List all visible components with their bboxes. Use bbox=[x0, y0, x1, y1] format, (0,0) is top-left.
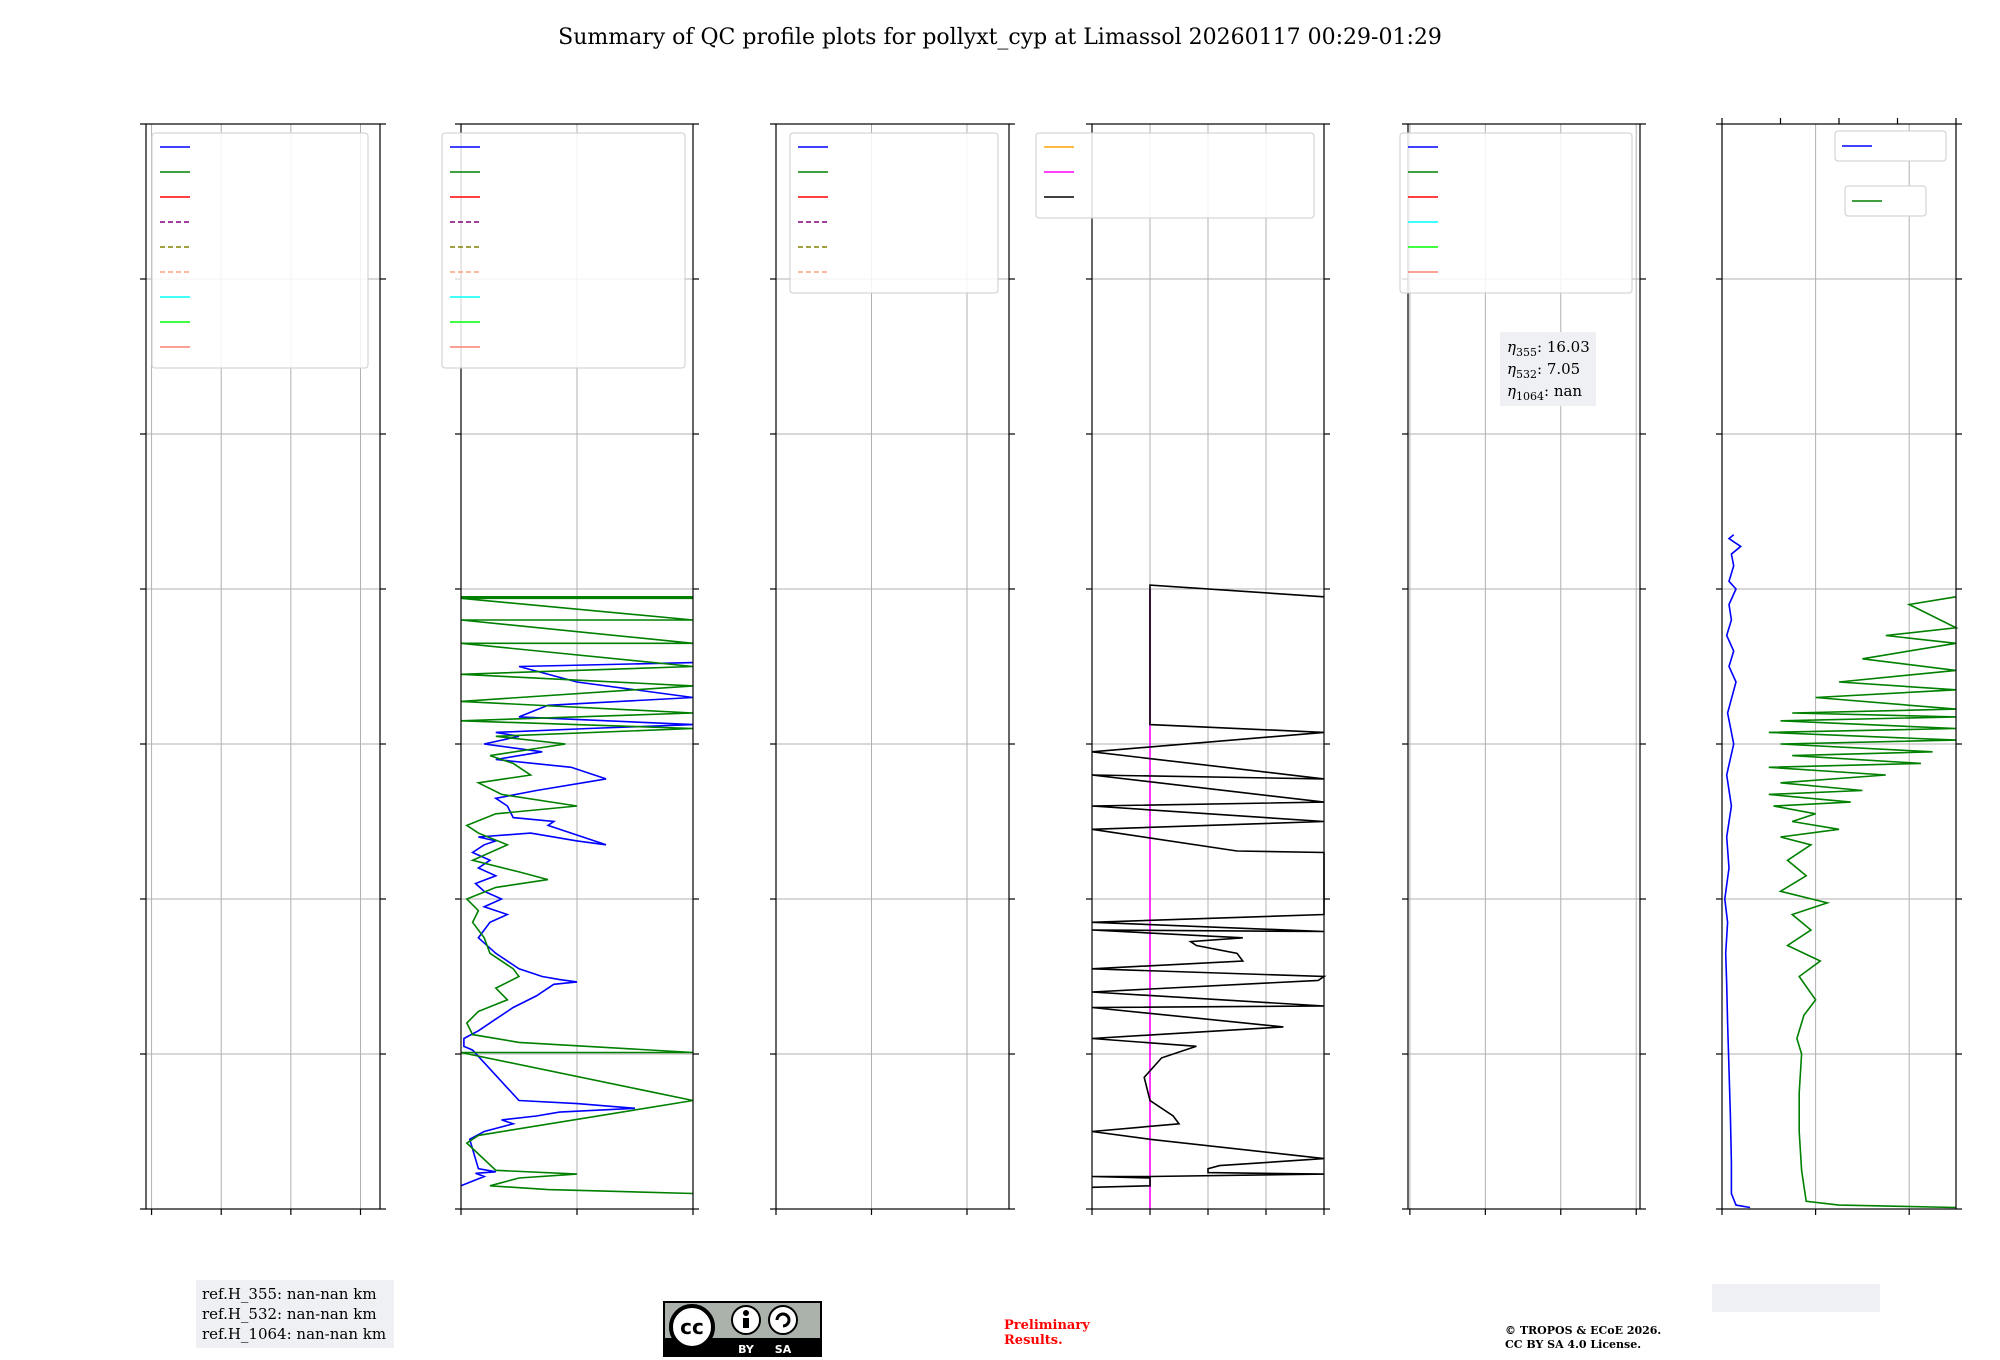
cc-icon bbox=[669, 1304, 715, 1350]
ref-height-1064: ref.H_1064: nan-nan km bbox=[202, 1325, 386, 1343]
axes-frame bbox=[1407, 123, 1641, 1210]
series-aerExt_raman_532 bbox=[460, 595, 694, 1195]
panel-angstrom bbox=[1035, 123, 1330, 1215]
eta-subscript: 532 bbox=[1516, 368, 1537, 381]
figure-title: Summary of QC profile plots for pollyxt_… bbox=[558, 25, 1442, 50]
legend-box-rh bbox=[1844, 185, 1927, 217]
legend-box bbox=[789, 132, 999, 294]
wv-calib-box bbox=[1712, 1284, 1880, 1312]
preliminary-line-1: Preliminary bbox=[1004, 1318, 1090, 1333]
ref-heights-box: ref.H_355: nan-nan km ref.H_532: nan-nan… bbox=[196, 1280, 394, 1348]
sa-share-icon bbox=[768, 1305, 798, 1335]
by-text: BY bbox=[738, 1343, 755, 1356]
axes-frame bbox=[775, 123, 1010, 1210]
legend-box bbox=[151, 132, 369, 369]
copyright-line-1: © TROPOS & ECoE 2026. bbox=[1505, 1324, 1661, 1337]
eta-line: η1064: nan bbox=[1507, 382, 1582, 403]
eta-value: : nan bbox=[1544, 382, 1582, 400]
legend-box bbox=[1399, 132, 1633, 294]
ref-height-355: ref.H_355: nan-nan km bbox=[202, 1285, 377, 1303]
panel-extinction bbox=[441, 123, 699, 1215]
panel-backscatter bbox=[140, 123, 386, 1215]
legend-box bbox=[1035, 132, 1315, 219]
series-RH bbox=[1768, 596, 1959, 1209]
panel-wvmr bbox=[1712, 118, 1962, 1312]
series-WVMR bbox=[1723, 534, 1751, 1209]
ref-heights-bg bbox=[196, 1280, 394, 1348]
series-AE_parExt_355_532_Raman bbox=[1091, 584, 1327, 1189]
copyright-line-2: CC BY SA 4.0 License. bbox=[1505, 1338, 1641, 1351]
eta-subscript: 355 bbox=[1516, 346, 1537, 359]
legend-box-wvmr bbox=[1834, 130, 1947, 162]
eta-symbol: η bbox=[1507, 360, 1516, 378]
axes-frame bbox=[145, 123, 381, 1210]
cc-license-badge: cc BY SA bbox=[663, 1301, 822, 1357]
preliminary-line-2: Results. bbox=[1004, 1333, 1063, 1348]
sa-text: SA bbox=[775, 1343, 792, 1356]
ref-height-532: ref.H_532: nan-nan km bbox=[202, 1305, 377, 1323]
eta-box bbox=[1500, 332, 1596, 406]
eta-symbol: η bbox=[1507, 382, 1516, 400]
panel-lidar_ratio bbox=[770, 123, 1015, 1215]
cc-text: cc bbox=[680, 1315, 704, 1339]
eta-line: η355: 16.03 bbox=[1507, 338, 1590, 359]
eta-value: : 7.05 bbox=[1537, 360, 1580, 378]
eta-line: η532: 7.05 bbox=[1507, 360, 1580, 381]
series-aerExt_raman_355 bbox=[460, 661, 694, 1187]
eta-symbol: η bbox=[1507, 338, 1516, 356]
eta-subscript: 1064 bbox=[1516, 390, 1544, 403]
legend-box bbox=[441, 132, 686, 369]
eta-value: : 16.03 bbox=[1537, 338, 1590, 356]
